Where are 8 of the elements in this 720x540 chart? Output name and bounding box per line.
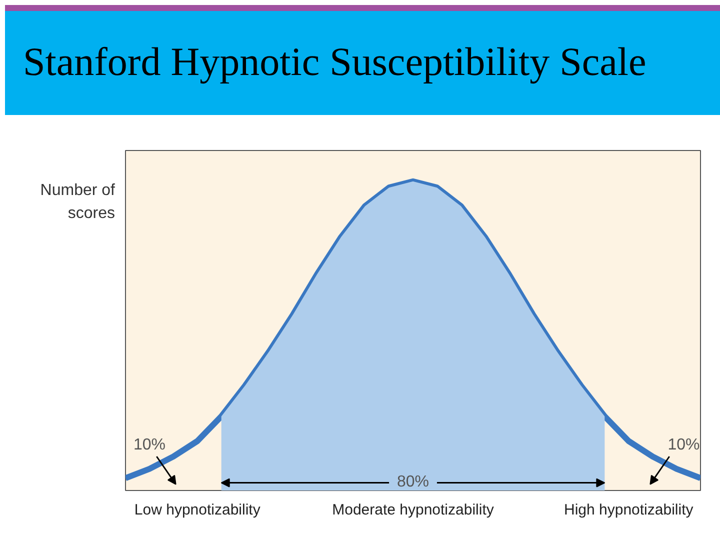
x-tick-label: Moderate hypnotizability: [332, 502, 494, 518]
chart-title: Stanford Hypnotic Susceptibility Scale: [23, 38, 646, 86]
y-axis-title: Number of scores: [40, 181, 115, 224]
x-tick-label: Low hypnotizability: [134, 502, 261, 518]
annotation: 80%: [396, 474, 430, 490]
x-tick-label: High hypnotizability: [564, 502, 694, 518]
annotation: 10%: [668, 436, 700, 454]
annotation: 10%: [133, 436, 166, 454]
